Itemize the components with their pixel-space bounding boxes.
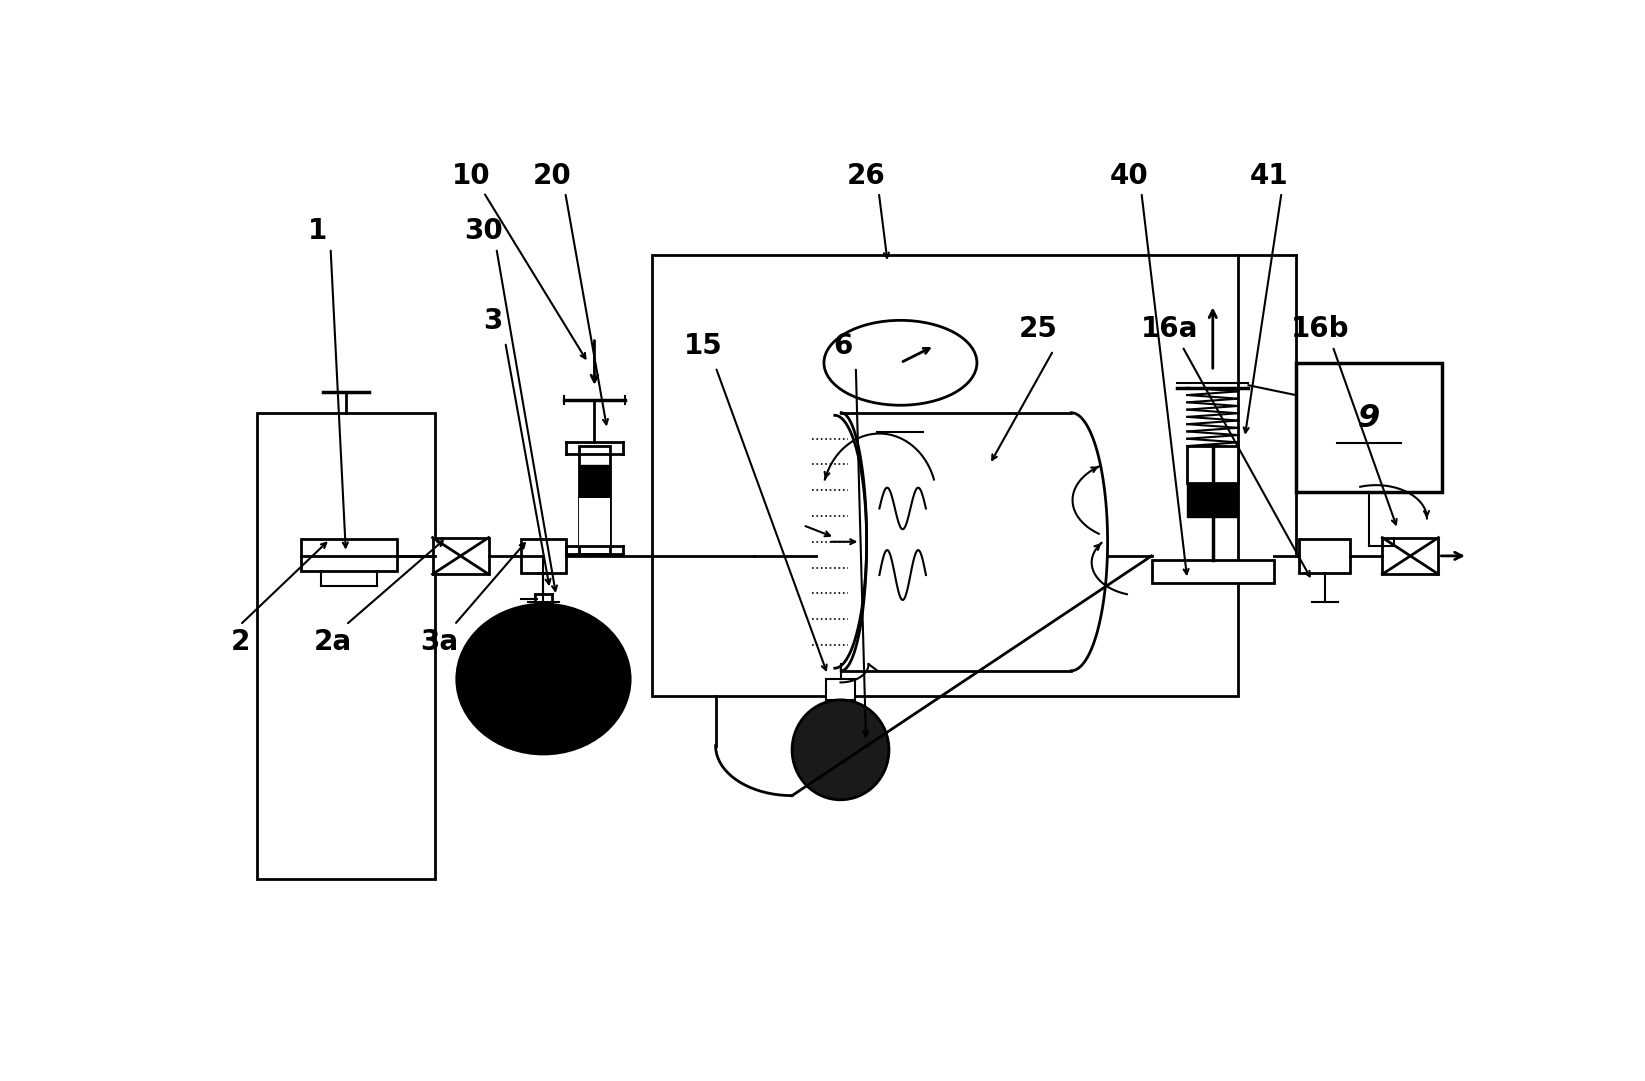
Bar xyxy=(257,413,434,879)
Text: 20: 20 xyxy=(533,161,572,189)
Text: 10: 10 xyxy=(451,161,490,189)
Bar xyxy=(301,539,396,571)
Text: 3: 3 xyxy=(482,307,502,335)
Text: 3a: 3a xyxy=(419,628,457,656)
Bar xyxy=(1300,539,1351,573)
Bar xyxy=(1188,446,1239,483)
Text: 16b: 16b xyxy=(1291,316,1349,344)
Text: 40: 40 xyxy=(1109,161,1148,189)
Text: 25: 25 xyxy=(1018,316,1058,344)
Text: 30: 30 xyxy=(464,217,503,245)
Text: 16a: 16a xyxy=(1140,316,1198,344)
Text: 15: 15 xyxy=(683,332,722,360)
Bar xyxy=(579,465,610,498)
Bar xyxy=(579,498,610,546)
Text: 6: 6 xyxy=(834,332,852,360)
Bar xyxy=(1152,560,1273,584)
Bar xyxy=(1382,537,1438,574)
Bar xyxy=(651,254,1239,696)
Bar xyxy=(579,446,610,555)
Bar xyxy=(1188,483,1239,517)
Text: 2a: 2a xyxy=(314,628,352,656)
Ellipse shape xyxy=(824,320,977,405)
Bar xyxy=(826,679,854,699)
Bar xyxy=(520,539,566,573)
Text: 1: 1 xyxy=(308,217,327,245)
Ellipse shape xyxy=(793,699,888,800)
Text: 26: 26 xyxy=(847,161,885,189)
Bar xyxy=(1296,363,1443,492)
Bar xyxy=(433,537,489,574)
Text: 41: 41 xyxy=(1250,161,1288,189)
Text: 2: 2 xyxy=(230,628,250,656)
Ellipse shape xyxy=(457,604,630,755)
Text: 9: 9 xyxy=(1357,403,1380,435)
